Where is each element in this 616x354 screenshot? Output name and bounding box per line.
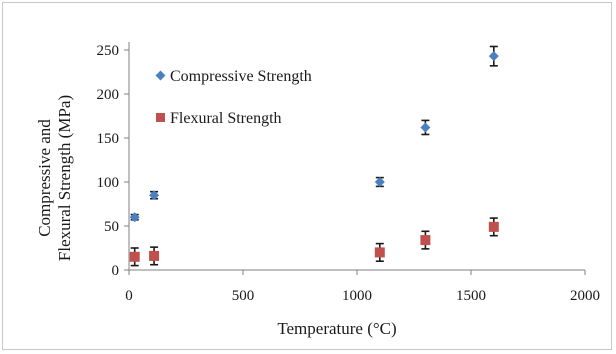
y-tick-label: 50 bbox=[104, 219, 119, 235]
data-point-square bbox=[420, 235, 431, 246]
y-axis-label: Compressive and Flexural Strength (MPa) bbox=[35, 95, 74, 261]
data-marks bbox=[129, 45, 499, 267]
x-tick-label: 500 bbox=[232, 288, 255, 304]
y-tick-labels: 0 50 100 150 200 250 bbox=[97, 43, 120, 279]
y-tick-label: 200 bbox=[97, 87, 120, 103]
legend-label-compressive: Compressive Strength bbox=[170, 68, 312, 85]
data-point-diamond bbox=[149, 190, 160, 201]
legend-item-flexural: Flexural Strength bbox=[156, 110, 282, 127]
x-axis-label: Temperature (°C) bbox=[277, 319, 396, 338]
y-tick-label: 0 bbox=[112, 263, 120, 279]
legend-marker-square bbox=[156, 113, 165, 122]
y-tick-label: 100 bbox=[97, 175, 120, 191]
data-point-square bbox=[374, 247, 385, 258]
x-tick-label: 0 bbox=[125, 288, 133, 304]
x-tick-labels: 0 500 1000 1500 2000 bbox=[125, 288, 600, 304]
x-tick-label: 1000 bbox=[342, 288, 372, 304]
data-point-square bbox=[129, 251, 140, 262]
x-tick-label: 1500 bbox=[456, 288, 486, 304]
data-point-diamond bbox=[129, 212, 140, 223]
legend: Compressive Strength Flexural Strength bbox=[155, 68, 312, 127]
x-tick-label: 2000 bbox=[570, 288, 600, 304]
data-point-square bbox=[149, 250, 160, 261]
data-point-diamond bbox=[420, 122, 431, 133]
y-axis-label-line-2: Flexural Strength (MPa) bbox=[55, 95, 74, 261]
chart-frame bbox=[2, 2, 612, 350]
legend-item-compressive: Compressive Strength bbox=[155, 68, 312, 85]
data-point-diamond bbox=[488, 51, 499, 62]
legend-marker-diamond bbox=[155, 70, 166, 81]
axes bbox=[124, 42, 586, 275]
y-tick-label: 250 bbox=[97, 43, 120, 59]
legend-label-flexural: Flexural Strength bbox=[170, 110, 282, 127]
y-axis-label-line-1: Compressive and bbox=[35, 119, 54, 237]
y-tick-label: 150 bbox=[97, 131, 120, 147]
data-point-diamond bbox=[374, 177, 385, 187]
data-point-square bbox=[488, 221, 499, 232]
